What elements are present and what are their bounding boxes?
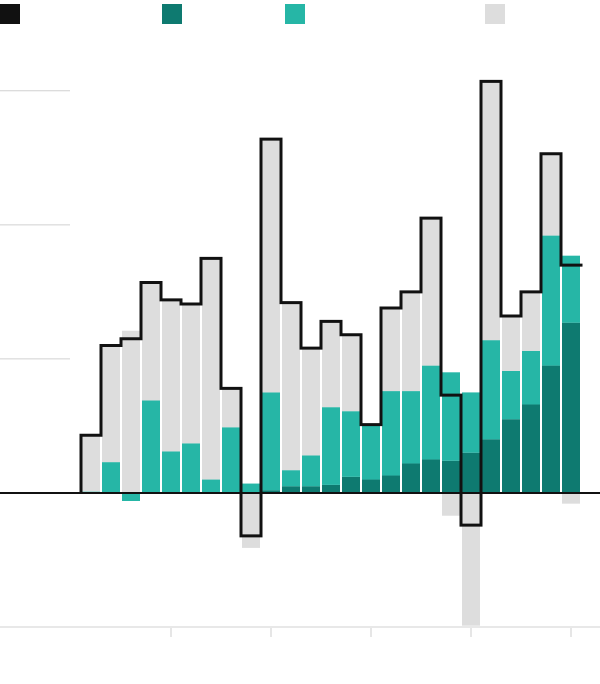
bar-segment (442, 460, 460, 493)
bar-segment (462, 452, 480, 493)
bar-segment (322, 321, 340, 408)
bar-segment (282, 486, 300, 493)
bar-segment (122, 492, 140, 501)
bar-segment (142, 400, 160, 493)
bar-segment (182, 443, 200, 493)
bar-segment (282, 470, 300, 487)
bar-segment (522, 291, 540, 351)
bar-segment (462, 492, 480, 626)
bar-segment (502, 316, 520, 371)
bar-segment (322, 484, 340, 493)
bar-segment (102, 345, 120, 463)
bar-segment (502, 370, 520, 420)
bar-segment (362, 425, 380, 480)
bar-segment (522, 404, 540, 493)
bar-segment (242, 492, 260, 548)
bar-segment (482, 340, 500, 440)
bar-segment (542, 365, 560, 493)
bar-segment (202, 479, 220, 493)
bar-segment (82, 435, 100, 492)
bar-segment (482, 439, 500, 493)
bar-segment (402, 463, 420, 493)
legend-swatch (162, 4, 182, 24)
bar-segment (342, 476, 360, 493)
bar-segment (442, 372, 460, 461)
bar-segment (242, 483, 260, 493)
bar-segment (402, 291, 420, 392)
legend-swatch (285, 4, 305, 24)
bar-segment (422, 365, 440, 460)
bar-segment (442, 492, 460, 516)
bar-segment (222, 427, 240, 493)
bar-segment (182, 303, 200, 444)
bar-segment (542, 235, 560, 366)
bar-segment (302, 455, 320, 487)
bar-segment (562, 322, 580, 493)
bar-segment (102, 462, 120, 493)
bar-segment (142, 282, 160, 401)
bar-segment (162, 299, 180, 452)
bar-segment (302, 348, 320, 456)
bar-segment (322, 407, 340, 485)
bar-segment (162, 451, 180, 493)
bar-segment (502, 419, 520, 493)
legend-swatch (485, 4, 505, 24)
bar-segment (202, 258, 220, 480)
bar-segment (262, 139, 280, 393)
bar-segment (382, 391, 400, 476)
bar-segment (302, 486, 320, 493)
bar-segment (342, 334, 360, 412)
bar-segment (522, 350, 540, 405)
bar-segment (122, 330, 140, 493)
bar-segment (562, 255, 580, 323)
bar-segment (262, 392, 280, 491)
bar-segment (362, 479, 380, 493)
bar-segment (482, 81, 500, 341)
legend-swatch (0, 4, 20, 24)
bar-segment (402, 391, 420, 464)
bar-segment (382, 475, 400, 493)
bar-segment (542, 153, 560, 236)
bar-segment (422, 459, 440, 493)
bar-segment (282, 302, 300, 471)
bar-segment (342, 411, 360, 477)
bar-segment (222, 388, 240, 428)
x-axis-ticks (170, 628, 572, 637)
bar-segment (262, 490, 280, 493)
bar-segment (422, 218, 440, 366)
bar-segment (462, 392, 480, 453)
bar-segment (382, 307, 400, 392)
bar-segment (562, 492, 580, 504)
